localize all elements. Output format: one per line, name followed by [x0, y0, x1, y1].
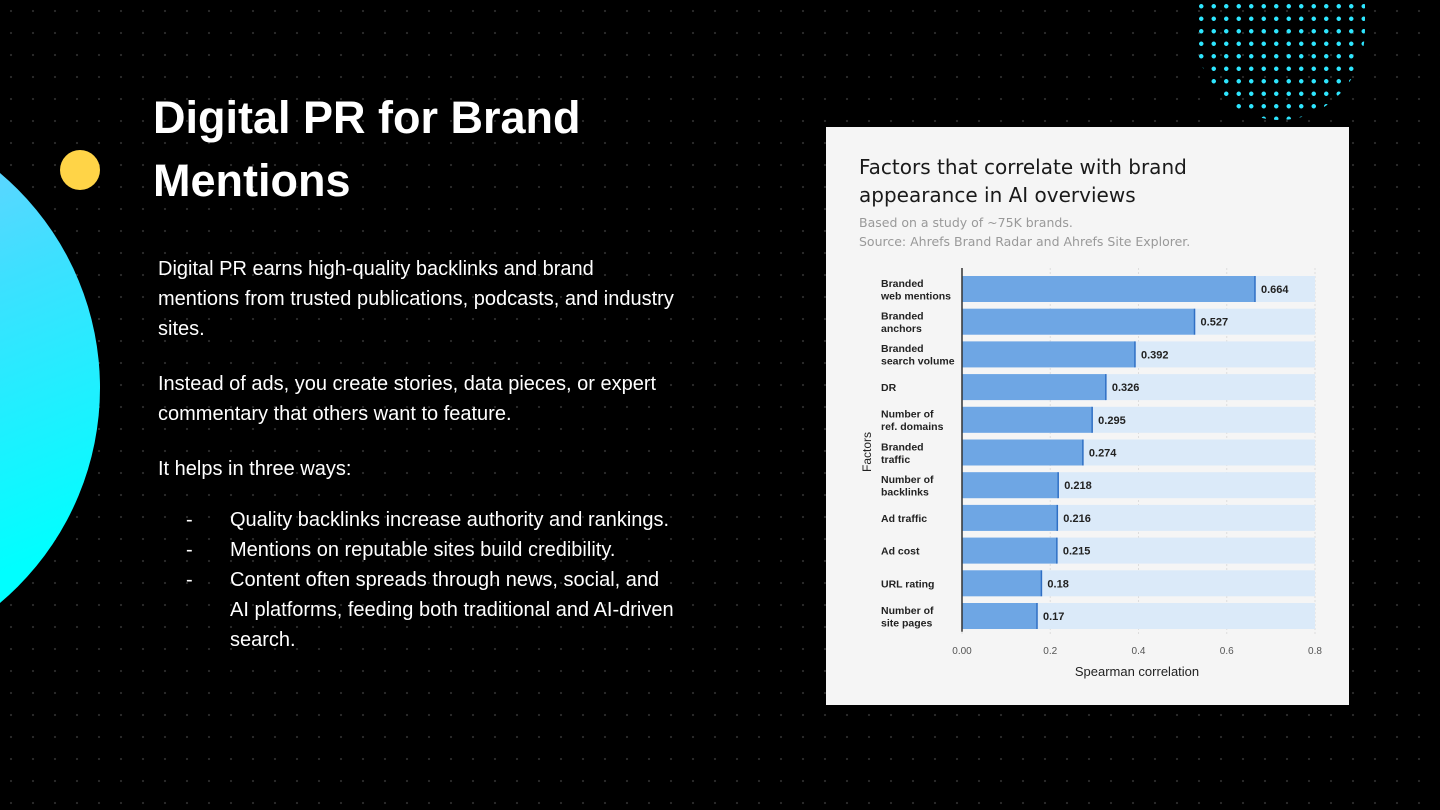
bullet-item: - Content often spreads through news, soc… [158, 565, 678, 655]
bar [962, 439, 1083, 466]
bullet-marker: - [186, 569, 193, 591]
data-label: 0.664 [1261, 284, 1289, 296]
bullet-marker: - [186, 539, 193, 561]
data-label: 0.218 [1064, 480, 1092, 492]
data-label: 0.295 [1098, 415, 1126, 427]
data-label: 0.215 [1063, 546, 1091, 558]
category-label: Branded [881, 343, 924, 355]
category-label: web mentions [880, 290, 951, 302]
category-label: anchors [881, 323, 922, 335]
category-label: Number of [881, 409, 934, 421]
bar [962, 374, 1106, 401]
data-label: 0.527 [1201, 317, 1229, 329]
bullet-text: Mentions on reputable sites build credib… [230, 539, 616, 561]
category-label: Ad traffic [881, 513, 927, 525]
category-label: URL rating [881, 578, 934, 590]
data-label: 0.216 [1063, 513, 1091, 525]
bar [962, 570, 1042, 597]
paragraph: It helps in three ways: [158, 458, 352, 480]
bar [962, 504, 1058, 531]
x-tick-label: 0.8 [1308, 646, 1322, 657]
bullet-marker: - [186, 509, 193, 531]
chart-subtitle: Based on a study of ~75K brands. Source:… [859, 213, 1190, 251]
data-label: 0.326 [1112, 382, 1140, 394]
bar [962, 406, 1093, 433]
x-axis-title: Spearman correlation [1075, 664, 1199, 679]
category-label: ref. domains [881, 421, 944, 433]
x-tick-label: 0.2 [1043, 646, 1057, 657]
category-label: search volume [881, 356, 955, 368]
category-label: Ad cost [881, 546, 920, 558]
bar [962, 341, 1135, 368]
chart-subtitle-line: Source: Ahrefs Brand Radar and Ahrefs Si… [859, 234, 1191, 249]
chart-subtitle-line: Based on a study of ~75K brands. [859, 215, 1073, 230]
category-label: Branded [881, 441, 924, 453]
y-axis-title: Factors [860, 432, 874, 472]
data-label: 0.392 [1141, 349, 1169, 361]
category-label: traffic [881, 454, 910, 466]
chart-card: Factors that correlate with brand appear… [826, 127, 1349, 705]
chart-title: Factors that correlate with brand appear… [859, 155, 1187, 207]
bar [962, 537, 1057, 564]
category-label: backlinks [881, 486, 929, 498]
bullet-list: - Quality backlinks increase authority an… [158, 505, 678, 655]
bar [962, 276, 1255, 302]
bullet-text: Quality backlinks increase authority and… [230, 509, 670, 531]
bar [962, 308, 1195, 335]
category-label: Branded [881, 310, 924, 322]
decorative-gradient-circle [0, 173, 100, 603]
category-label: site pages [881, 617, 933, 629]
data-label: 0.18 [1047, 578, 1068, 590]
bar [962, 603, 1038, 629]
bullet-item: - Mentions on reputable sites build credi… [158, 535, 678, 565]
category-label: Number of [881, 474, 934, 486]
x-tick-label: 0.00 [952, 646, 972, 657]
category-label: DR [881, 382, 897, 394]
category-label: Number of [881, 605, 934, 617]
x-tick-label: 0.6 [1220, 646, 1234, 657]
slide-body: Digital PR earns high-quality backlinks … [158, 254, 678, 655]
category-label: Branded [881, 278, 924, 290]
data-label: 0.17 [1043, 611, 1064, 623]
bullet-text: Content often spreads through news, soci… [230, 569, 674, 651]
decorative-yellow-dot [60, 150, 100, 190]
bullet-item: - Quality backlinks increase authority an… [158, 505, 678, 535]
bar [962, 472, 1059, 499]
paragraph: Digital PR earns high-quality backlinks … [158, 258, 674, 340]
gradient-circle-shape [0, 173, 100, 603]
data-label: 0.274 [1089, 448, 1117, 460]
paragraph: Instead of ads, you create stories, data… [158, 373, 657, 425]
x-tick-label: 0.4 [1132, 646, 1146, 657]
slide-title: Digital PR for Brand Mentions [153, 92, 581, 206]
